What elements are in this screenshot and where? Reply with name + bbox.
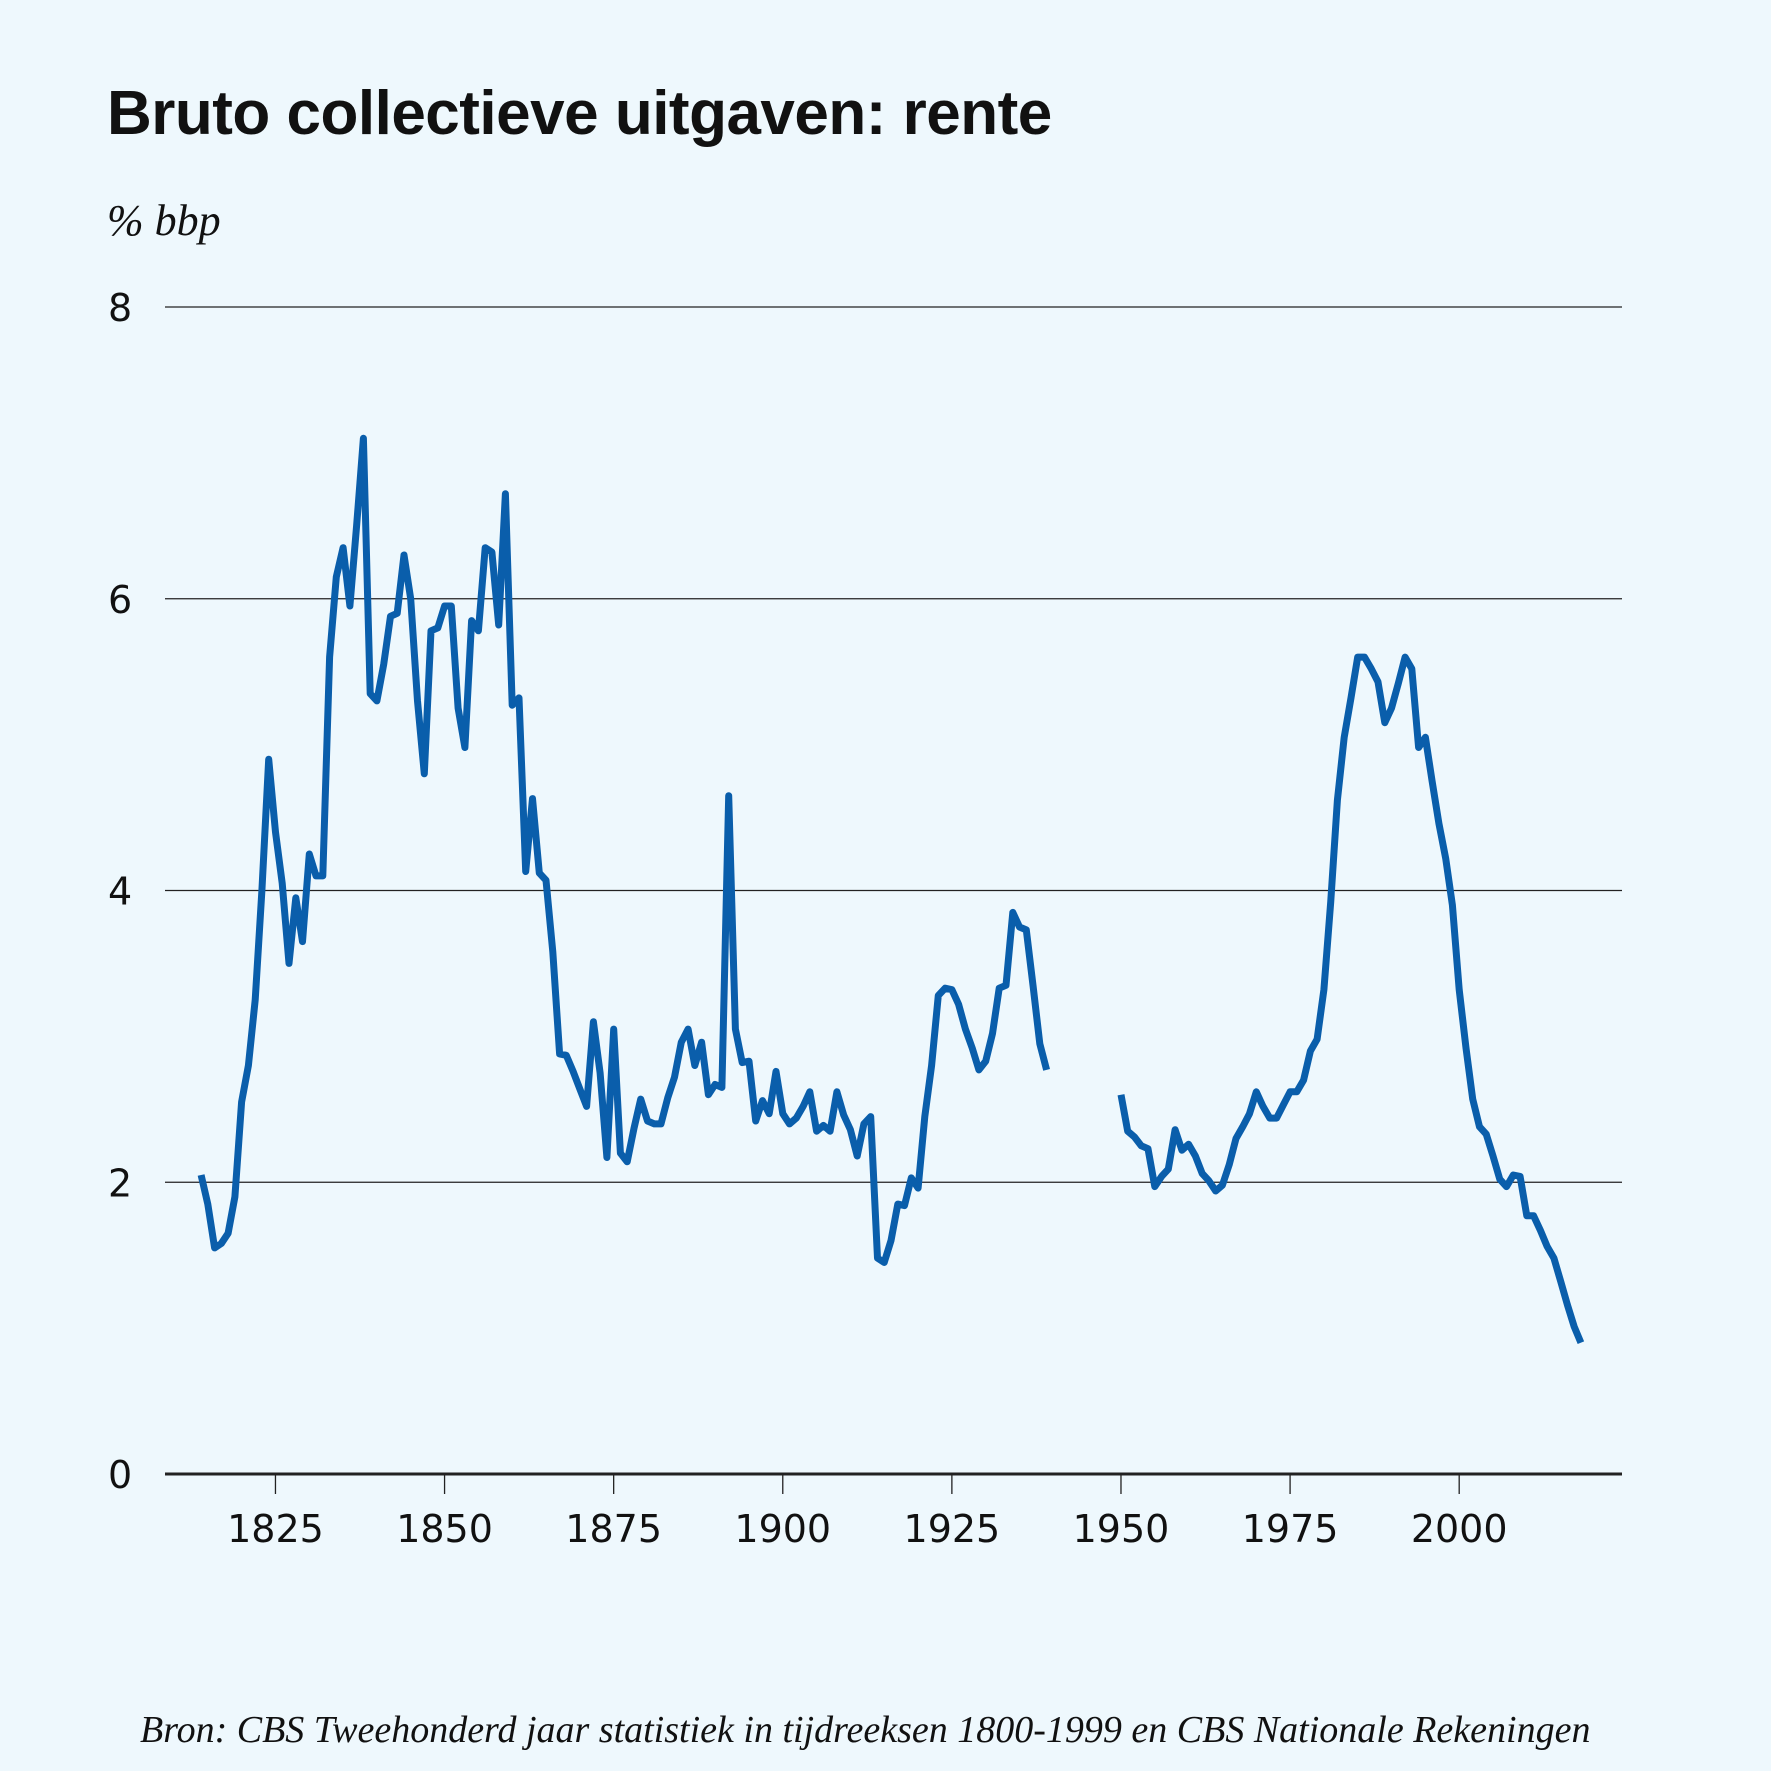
x-tick-label-1825: 1825 (227, 1507, 324, 1551)
x-tick-label-1875: 1875 (565, 1507, 662, 1551)
y-tick-label-0: 0 (108, 1453, 132, 1497)
y-tick-label-6: 6 (108, 578, 132, 622)
x-tick-label-1925: 1925 (904, 1507, 1001, 1551)
chart-title: Bruto collectieve uitgaven: rente (107, 79, 1052, 148)
y-tick-label-8: 8 (108, 286, 132, 330)
gridlines: 0 2 4 6 8 (108, 286, 1622, 1497)
series-line-segment-1 (197, 434, 1050, 1266)
x-tick-label-2000: 2000 (1411, 1507, 1508, 1551)
x-axis: 1825 1850 1875 1900 1925 1950 1975 2000 (227, 1474, 1508, 1551)
x-tick-label-1975: 1975 (1242, 1507, 1339, 1551)
series-line-segment-2 (1117, 653, 1585, 1345)
y-axis-unit-label: % bbp (107, 196, 221, 245)
data-series (197, 434, 1585, 1345)
x-tick-label-1950: 1950 (1073, 1507, 1170, 1551)
source-note: Bron: CBS Tweehonderd jaar statistiek in… (140, 1709, 1591, 1751)
x-tick-label-1850: 1850 (396, 1507, 493, 1551)
x-tick-label-1900: 1900 (734, 1507, 831, 1551)
y-tick-label-4: 4 (108, 870, 132, 914)
y-tick-label-2: 2 (108, 1161, 132, 1205)
